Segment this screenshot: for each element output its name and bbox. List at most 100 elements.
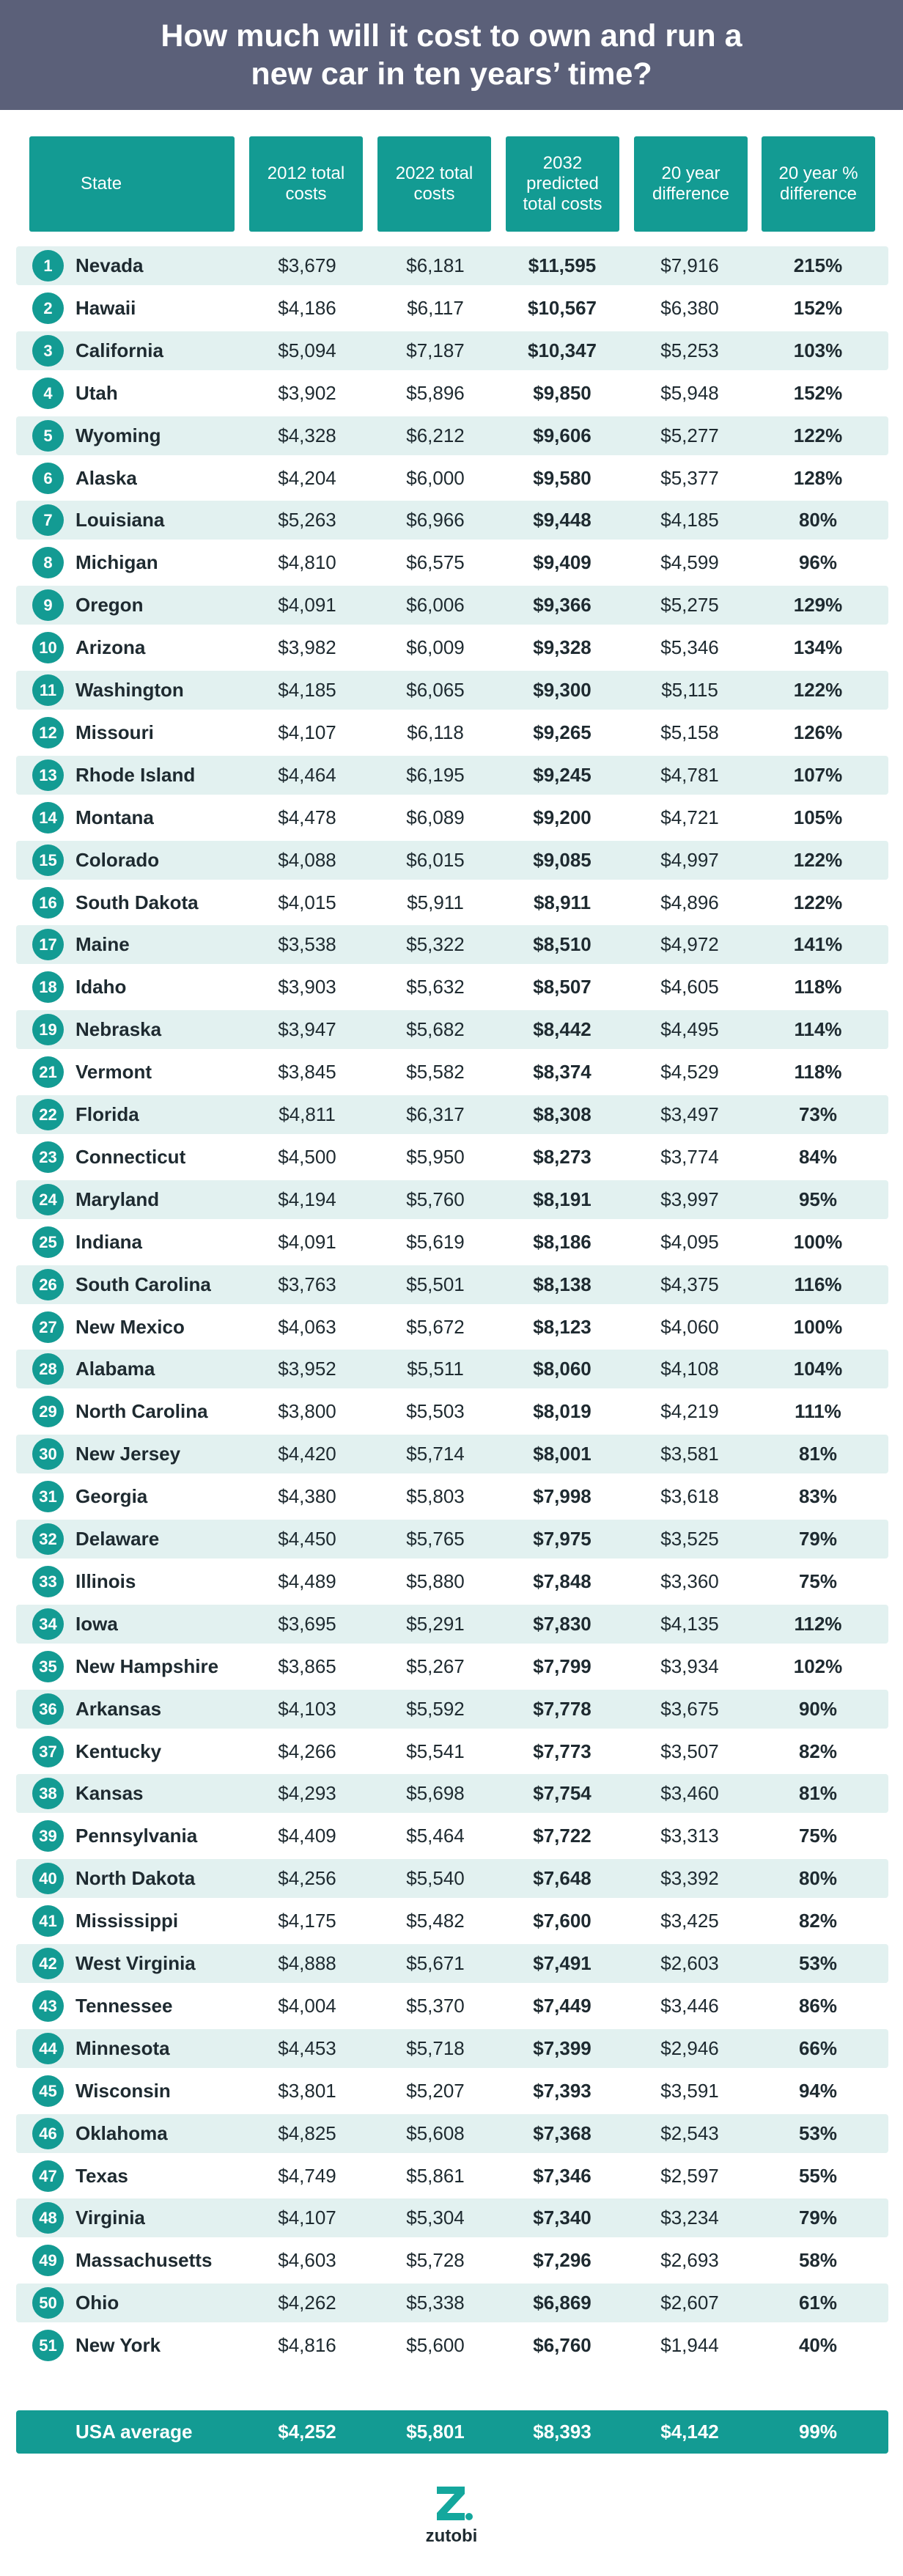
value-cell: 129% <box>793 594 843 617</box>
value-cell: $4,972 <box>660 933 719 956</box>
state-name: Montana <box>75 806 154 828</box>
state-name: Utah <box>75 381 118 404</box>
value-cell: $7,830 <box>533 1612 591 1635</box>
value-cell: $4,103 <box>278 1697 336 1720</box>
value-cell: $3,774 <box>660 1145 719 1168</box>
value-cell: $4,063 <box>278 1315 336 1338</box>
rank-badge: 8 <box>32 547 64 579</box>
state-name: Indiana <box>75 1230 143 1253</box>
value-cell: $2,607 <box>660 2292 719 2314</box>
value-cell: $4,825 <box>278 2121 336 2144</box>
value-cell: $4,749 <box>278 2164 336 2187</box>
value-cell: $9,328 <box>533 636 591 659</box>
value-cell: $5,482 <box>406 1910 465 1932</box>
table-row: 29 North Carolina $3,800 $5,503 $8,019 $4,219… <box>16 1392 888 1431</box>
value-cell: $4,997 <box>660 848 719 871</box>
rank-badge: 29 <box>32 1396 64 1428</box>
state-name: Oregon <box>75 594 144 617</box>
logo-icon <box>437 2487 473 2520</box>
value-cell: $7,449 <box>533 1994 591 2017</box>
value-cell: $5,714 <box>406 1443 465 1465</box>
rank-badge: 28 <box>32 1353 64 1385</box>
value-cell: $6,089 <box>406 806 465 828</box>
value-cell: $2,543 <box>660 2121 719 2144</box>
value-cell: $3,903 <box>278 976 336 998</box>
table-row: 43 Tennessee $4,004 $5,370 $7,449 $3,446 86% <box>16 1987 888 2025</box>
table-row: 7 Louisiana $5,263 $6,966 $9,448 $4,185 80% <box>16 501 888 540</box>
rank-badge: 44 <box>32 2032 64 2064</box>
value-cell: $4,204 <box>278 466 336 489</box>
value-cell: $3,313 <box>660 1825 719 1847</box>
value-cell: $3,460 <box>660 1782 719 1805</box>
state-name: Georgia <box>75 1485 148 1508</box>
value-cell: $5,592 <box>406 1697 465 1720</box>
table-row: 24 Maryland $4,194 $5,760 $8,191 $3,997 95% <box>16 1180 888 1219</box>
value-cell: $7,975 <box>533 1528 591 1550</box>
value-cell: 141% <box>793 933 843 956</box>
value-cell: $3,581 <box>660 1443 719 1465</box>
value-cell: $4,256 <box>278 1867 336 1890</box>
value-cell: $6,181 <box>406 254 465 276</box>
value-cell: $6,966 <box>406 509 465 531</box>
average-label: USA average <box>75 2421 193 2443</box>
value-cell: $5,511 <box>407 1358 464 1380</box>
table-row: 28 Alabama $3,952 $5,511 $8,060 $4,108 104% <box>16 1350 888 1389</box>
value-cell: $4,603 <box>278 2249 336 2272</box>
table-row: 15 Colorado $4,088 $6,015 $9,085 $4,997 122% <box>16 840 888 880</box>
value-cell: $8,019 <box>533 1400 591 1423</box>
table-row: 3 California $5,094 $7,187 $10,347 $5,253 103% <box>16 331 888 370</box>
column-header: 20 year difference <box>634 136 748 232</box>
value-cell: $5,158 <box>660 721 719 743</box>
value-cell: 80% <box>798 1867 838 1890</box>
rank-badge: 17 <box>32 929 64 961</box>
average-value: $4,142 <box>660 2421 719 2443</box>
value-cell: $5,503 <box>406 1400 465 1423</box>
table-row: 44 Minnesota $4,453 $5,718 $7,399 $2,946 66% <box>16 2028 888 2068</box>
state-name: Arkansas <box>75 1697 162 1720</box>
value-cell: $4,380 <box>278 1485 336 1508</box>
table-row: 11 Washington $4,185 $6,065 $9,300 $5,115 122% <box>16 671 888 710</box>
value-cell: $4,266 <box>278 1740 336 1762</box>
value-cell: 105% <box>793 806 843 828</box>
rank-badge: 38 <box>32 1778 64 1810</box>
table-row: 34 Iowa $3,695 $5,291 $7,830 $4,135 112% <box>16 1604 888 1644</box>
value-cell: $8,507 <box>533 976 591 998</box>
value-cell: 122% <box>793 891 843 913</box>
value-cell: $6,760 <box>533 2334 591 2357</box>
rank-badge: 35 <box>32 1650 64 1682</box>
value-cell: $2,946 <box>660 2036 719 2059</box>
state-name: Iowa <box>75 1612 118 1635</box>
state-name: Wisconsin <box>75 2079 171 2102</box>
value-cell: $6,212 <box>406 424 465 446</box>
value-cell: $5,728 <box>406 2249 465 2272</box>
value-cell: $3,902 <box>278 381 336 404</box>
value-cell: $2,603 <box>660 1952 719 1974</box>
value-cell: $5,950 <box>406 1145 465 1168</box>
value-cell: $8,186 <box>533 1230 591 1253</box>
state-name: South Dakota <box>75 891 199 913</box>
state-name: Maryland <box>75 1188 160 1210</box>
value-cell: $4,185 <box>278 679 336 701</box>
value-cell: $6,117 <box>407 296 464 319</box>
value-cell: $3,865 <box>278 1655 336 1677</box>
table-row: 5 Wyoming $4,328 $6,212 $9,606 $5,277 122% <box>16 416 888 455</box>
value-cell: $7,799 <box>533 1655 591 1677</box>
value-cell: $5,760 <box>406 1188 465 1210</box>
value-cell: $4,721 <box>660 806 719 828</box>
table-row: 13 Rhode Island $4,464 $6,195 $9,245 $4,781 10… <box>16 755 888 795</box>
table-row: 48 Virginia $4,107 $5,304 $7,340 $3,234 79% <box>16 2198 888 2238</box>
value-cell: $3,360 <box>660 1569 719 1592</box>
value-cell: $6,065 <box>406 679 465 701</box>
rank-badge: 46 <box>32 2117 64 2149</box>
value-cell: $7,778 <box>533 1697 591 1720</box>
state-name: Hawaii <box>75 296 136 319</box>
value-cell: $9,245 <box>533 763 591 786</box>
table-row: 51 New York $4,816 $5,600 $6,760 $1,944 40% <box>16 2326 888 2365</box>
table-row: 8 Michigan $4,810 $6,575 $9,409 $4,599 96% <box>16 543 888 582</box>
rank-badge: 36 <box>32 1693 64 1725</box>
rank-badge: 3 <box>32 334 64 367</box>
table-row: 49 Massachusetts $4,603 $5,728 $7,296 $2,693 5… <box>16 2241 888 2280</box>
table-row: 18 Idaho $3,903 $5,632 $8,507 $4,605 118% <box>16 968 888 1007</box>
state-name: Ohio <box>75 2292 119 2314</box>
